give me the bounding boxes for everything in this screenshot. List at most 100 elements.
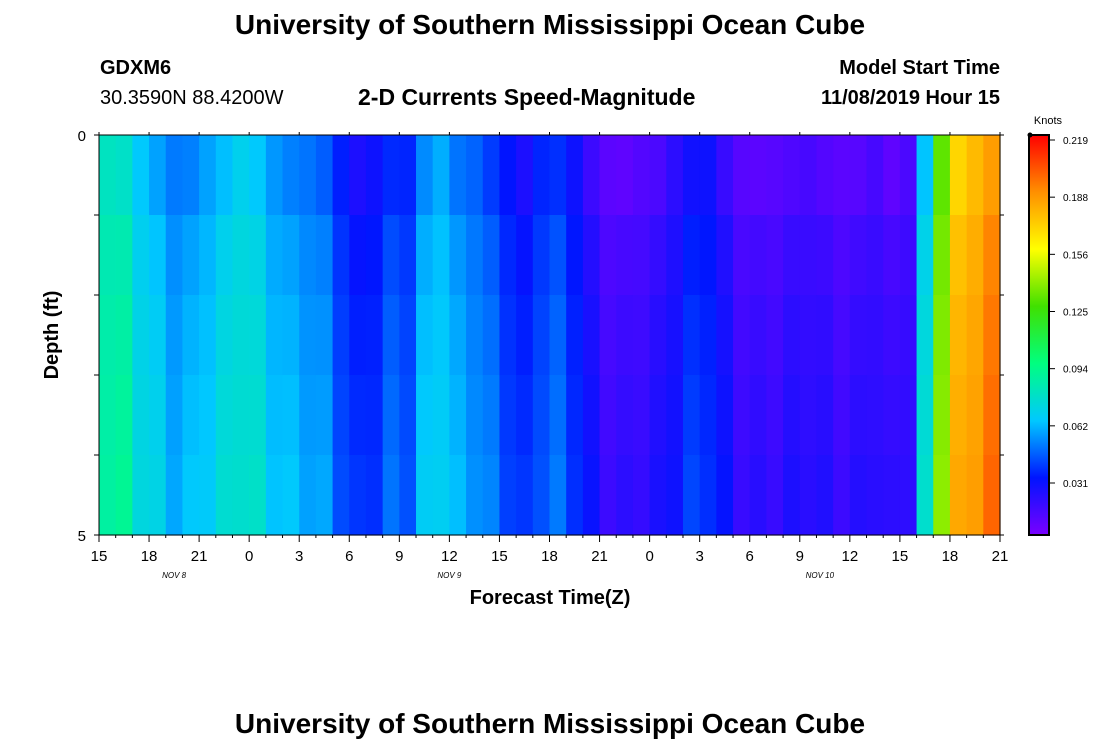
heatmap-cell [949, 135, 968, 216]
heatmap-cell [99, 135, 117, 216]
colorbar-tick-label: 0.062 [1063, 422, 1088, 433]
heatmap-cell [349, 135, 367, 216]
heatmap-cell [332, 215, 350, 296]
heatmap-cell [99, 455, 117, 536]
heatmap-cell [749, 135, 768, 216]
heatmap-cell [199, 455, 217, 536]
heatmap-cell [699, 455, 717, 536]
heatmap-cell [549, 455, 567, 536]
heatmap-cell [833, 295, 851, 376]
heatmap-cell [582, 295, 601, 376]
heatmap-cell [866, 215, 884, 296]
heatmap-cell [249, 215, 267, 296]
heatmap-cell [299, 375, 317, 456]
heatmap-cell [249, 135, 267, 216]
heatmap-cell [966, 455, 984, 536]
heatmap-cell [582, 455, 601, 536]
heatmap-cell [716, 215, 734, 296]
heatmap-cell [632, 455, 651, 536]
heatmap-cell [499, 455, 517, 536]
heatmap-cell [516, 375, 534, 456]
heatmap-cell [432, 455, 450, 536]
y-tick-label: 0 [78, 128, 86, 145]
heatmap-cell [749, 375, 768, 456]
heatmap-cell [365, 295, 384, 376]
heatmap-cell [816, 455, 834, 536]
colorbar-end-marker [1027, 132, 1033, 138]
heatmap-cell [582, 375, 601, 456]
heatmap-cell [132, 215, 150, 296]
heatmap-cell [199, 215, 217, 296]
heatmap-cell [382, 295, 400, 376]
heatmap-cell [149, 455, 167, 536]
heatmap-cell [949, 215, 968, 296]
heatmap-cell [816, 375, 834, 456]
heatmap-cell [265, 215, 284, 296]
heatmap-cell [416, 455, 434, 536]
station-location: 30.3590N 88.4200W [100, 87, 284, 109]
heatmap-cell [966, 135, 984, 216]
heatmap-cell [649, 295, 667, 376]
heatmap-cell [582, 135, 601, 216]
heatmap-cell [282, 135, 300, 216]
heatmap-cell [165, 455, 184, 536]
chart-subtitle: 2-D Currents Speed-Magnitude [358, 84, 696, 110]
heatmap-cell [299, 455, 317, 536]
date-label: NOV 8 [162, 571, 187, 580]
colorbar-tick-label: 0.125 [1063, 308, 1088, 319]
heatmap-cell [299, 295, 317, 376]
heatmap-cell [499, 375, 517, 456]
heatmap-cell [566, 455, 584, 536]
heatmap-cell [833, 375, 851, 456]
heatmap-cell [482, 215, 501, 296]
heatmap-cell [432, 375, 450, 456]
heatmap-cell [582, 215, 601, 296]
model-start-label: Model Start Time [839, 57, 1000, 79]
heatmap-cell [365, 135, 384, 216]
heatmap-cell [616, 455, 634, 536]
heatmap-cell [616, 215, 634, 296]
heatmap-cell [816, 215, 834, 296]
x-axis: 15 18 21 0 3 6 9 12 15 18 21 0 3 6 9 12 15 18 21 NOV 8 NOV 9… [91, 132, 1008, 580]
heatmap-cell [165, 295, 184, 376]
heatmap-cell [532, 135, 551, 216]
heatmap-cells [99, 135, 1001, 536]
heatmap-cell [466, 295, 484, 376]
heatmap-cell [549, 375, 567, 456]
heatmap-cell [399, 135, 417, 216]
heatmap-cell [799, 455, 818, 536]
x-tick-label: 18 [541, 548, 558, 565]
heatmap-cell [365, 375, 384, 456]
heatmap-cell [449, 215, 467, 296]
heatmap-cell [449, 375, 467, 456]
heatmap-cell [833, 455, 851, 536]
heatmap-cell [916, 375, 934, 456]
heatmap-cell [416, 215, 434, 296]
heatmap-cell [933, 295, 951, 376]
heatmap-cell [783, 455, 801, 536]
date-label: NOV 10 [806, 571, 835, 580]
heatmap-cell [883, 135, 901, 216]
heatmap-cell [983, 375, 1001, 456]
heatmap-cell [265, 295, 284, 376]
heatmap-cell [349, 215, 367, 296]
heatmap-cell [566, 295, 584, 376]
heatmap-cell [332, 135, 350, 216]
heatmap-cell [449, 135, 467, 216]
heatmap-cell [232, 455, 250, 536]
heatmap-cell [382, 455, 400, 536]
heatmap-cell [983, 295, 1001, 376]
heatmap-cell [632, 295, 651, 376]
heatmap-cell [783, 215, 801, 296]
heatmap-cell [849, 215, 868, 296]
heatmap-cell [883, 215, 901, 296]
heatmap-cell [566, 375, 584, 456]
heatmap-cell [499, 215, 517, 296]
heatmap-cell [983, 135, 1001, 216]
y-tick-label: 5 [78, 528, 86, 545]
heatmap-cell [949, 295, 968, 376]
heatmap-cell [699, 375, 717, 456]
heatmap-cell [315, 375, 334, 456]
heatmap-cell [733, 375, 751, 456]
heatmap-cell [149, 215, 167, 296]
